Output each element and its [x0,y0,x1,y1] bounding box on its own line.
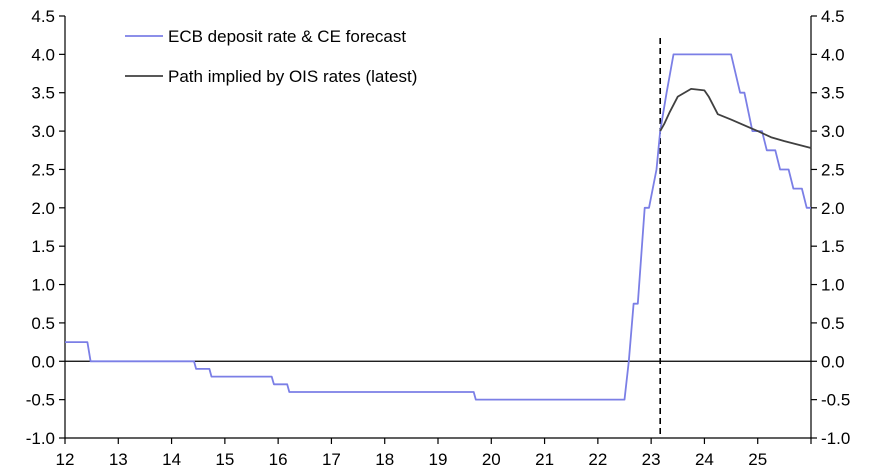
x-tick-label: 24 [695,450,714,469]
x-tick-label: 19 [429,450,448,469]
y-right-tick-label: 1.0 [821,276,845,295]
series-ecb-deposit-rate-line [65,53,811,401]
y-right-tick-label: 2.5 [821,160,845,179]
y-right-tick-label: 2.0 [821,199,845,218]
x-tick-label: 13 [109,450,128,469]
x-tick-label: 20 [482,450,501,469]
y-left-tick-label: -1.0 [26,429,55,448]
y-right-tick-label: 0.0 [821,352,845,371]
series-ois-path-line [659,88,812,149]
x-tick-label: 14 [162,450,181,469]
x-tick-label: 22 [588,450,607,469]
series-layer [65,53,812,401]
y-right-tick-label: 3.0 [821,122,845,141]
x-tick-label: 21 [535,450,554,469]
y-left-tick-label: 0.0 [31,352,55,371]
legend-label-ecb: ECB deposit rate & CE forecast [168,27,406,46]
y-right-tick-label: -1.0 [821,429,850,448]
y-right-tick-label: 0.5 [821,314,845,333]
y-left-tick-label: 4.5 [31,7,55,26]
x-tick-label: 16 [269,450,288,469]
y-left-tick-label: 1.5 [31,237,55,256]
y-left-tick-label: 1.0 [31,276,55,295]
x-tick-label: 23 [642,450,661,469]
x-tick-label: 25 [748,450,767,469]
y-right-tick-label: 4.0 [821,45,845,64]
y-left-tick-label: -0.5 [26,391,55,410]
x-tick-label: 12 [56,450,75,469]
y-left-tick-label: 0.5 [31,314,55,333]
y-right-tick-label: 3.5 [821,84,845,103]
x-tick-label: 18 [375,450,394,469]
y-right-tick-label: 1.5 [821,237,845,256]
x-tick-label: 17 [322,450,341,469]
x-axis-ticks: 12 13 14 15 16 17 18 19 20 21 22 23 24 25 [56,438,812,469]
y-axis-left-ticks: 4.5 4.0 3.5 3.0 2.5 2.0 1.5 1.0 0.5 0.0 -0.5 -1.0 [26,7,65,448]
y-left-tick-label: 2.5 [31,160,55,179]
y-right-tick-label: 4.5 [821,7,845,26]
legend: ECB deposit rate & CE forecast Path impl… [125,27,417,86]
y-left-tick-label: 3.0 [31,122,55,141]
y-left-tick-label: 2.0 [31,199,55,218]
legend-label-ois: Path implied by OIS rates (latest) [168,67,417,86]
y-left-tick-label: 3.5 [31,84,55,103]
y-axis-right-ticks: 4.5 4.0 3.5 3.0 2.5 2.0 1.5 1.0 0.5 0.0 -0.5 -1.0 [811,7,850,448]
y-left-tick-label: 4.0 [31,45,55,64]
y-right-tick-label: -0.5 [821,391,850,410]
x-tick-label: 15 [215,450,234,469]
